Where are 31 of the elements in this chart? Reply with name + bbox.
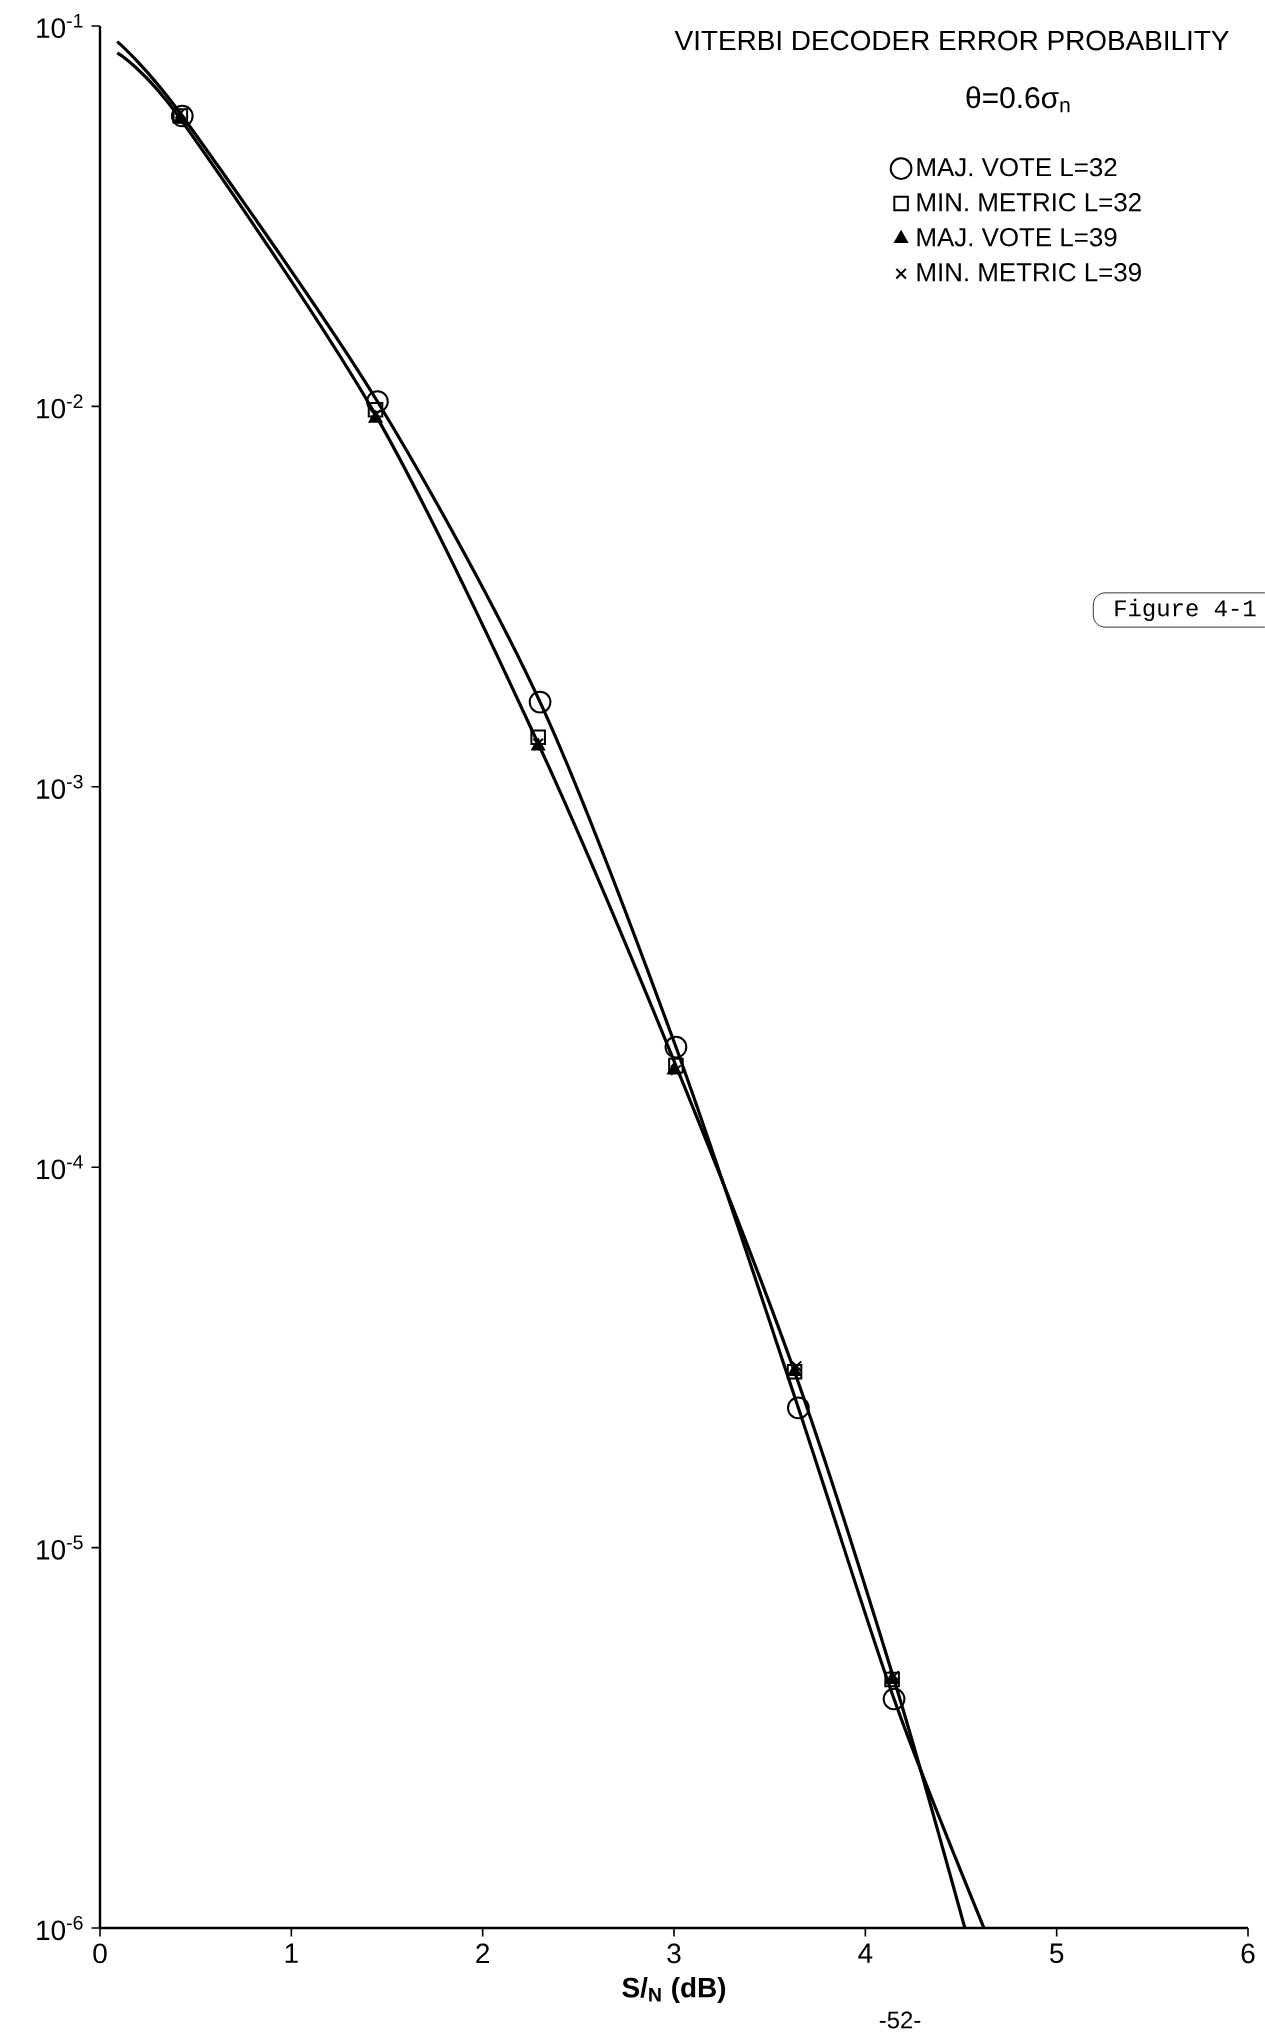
text: θ=0.6σ$_{n}$ <box>966 86 1070 113</box>
point <box>528 690 552 714</box>
x-tick-label: 1 <box>285 1943 298 1963</box>
y-tick-label: 10$^{-5}$ <box>37 1535 83 1560</box>
x-tick-label: 6 <box>1241 1943 1255 1964</box>
legend-label: MIN. METRIC L=39 <box>917 263 1141 282</box>
point <box>884 1671 900 1688</box>
y-tick-label: 10$^{-2}$ <box>37 394 83 419</box>
text: -52- <box>879 2011 921 2029</box>
point <box>530 729 546 746</box>
y-tick-label: 10$^{-4}$ <box>37 1155 83 1180</box>
point <box>170 104 194 128</box>
y-tick-label: 10$^{-3}$ <box>37 774 83 799</box>
x-tick-label: 5 <box>1050 1943 1064 1964</box>
y-tick-label: 10$^{-6}$ <box>37 1915 83 1941</box>
point <box>882 1687 906 1711</box>
x-tick-label: 2 <box>476 1943 490 1964</box>
legend-label: MIN. METRIC L=32 <box>917 193 1141 212</box>
x-axis-title: S/$_{N}$ (dB) <box>622 1977 726 2003</box>
y-tick-label: 10$^{-1}$ <box>37 13 83 39</box>
point <box>668 1057 684 1074</box>
x-tick-label: 3 <box>667 1943 681 1964</box>
legend-label: MAJ. VOTE L=32 <box>917 158 1117 177</box>
x-tick-label: 0 <box>93 1943 107 1964</box>
legend-label: MAJ. VOTE L=39 <box>917 228 1117 247</box>
chart-title: VITERBI DECODER ERROR PROBABILITY <box>674 30 1229 51</box>
point <box>787 1396 810 1420</box>
annotation: Figure 4-1 <box>1115 598 1256 622</box>
point <box>366 390 389 413</box>
point <box>664 1035 688 1059</box>
x-tick-label: 4 <box>858 1943 873 1963</box>
